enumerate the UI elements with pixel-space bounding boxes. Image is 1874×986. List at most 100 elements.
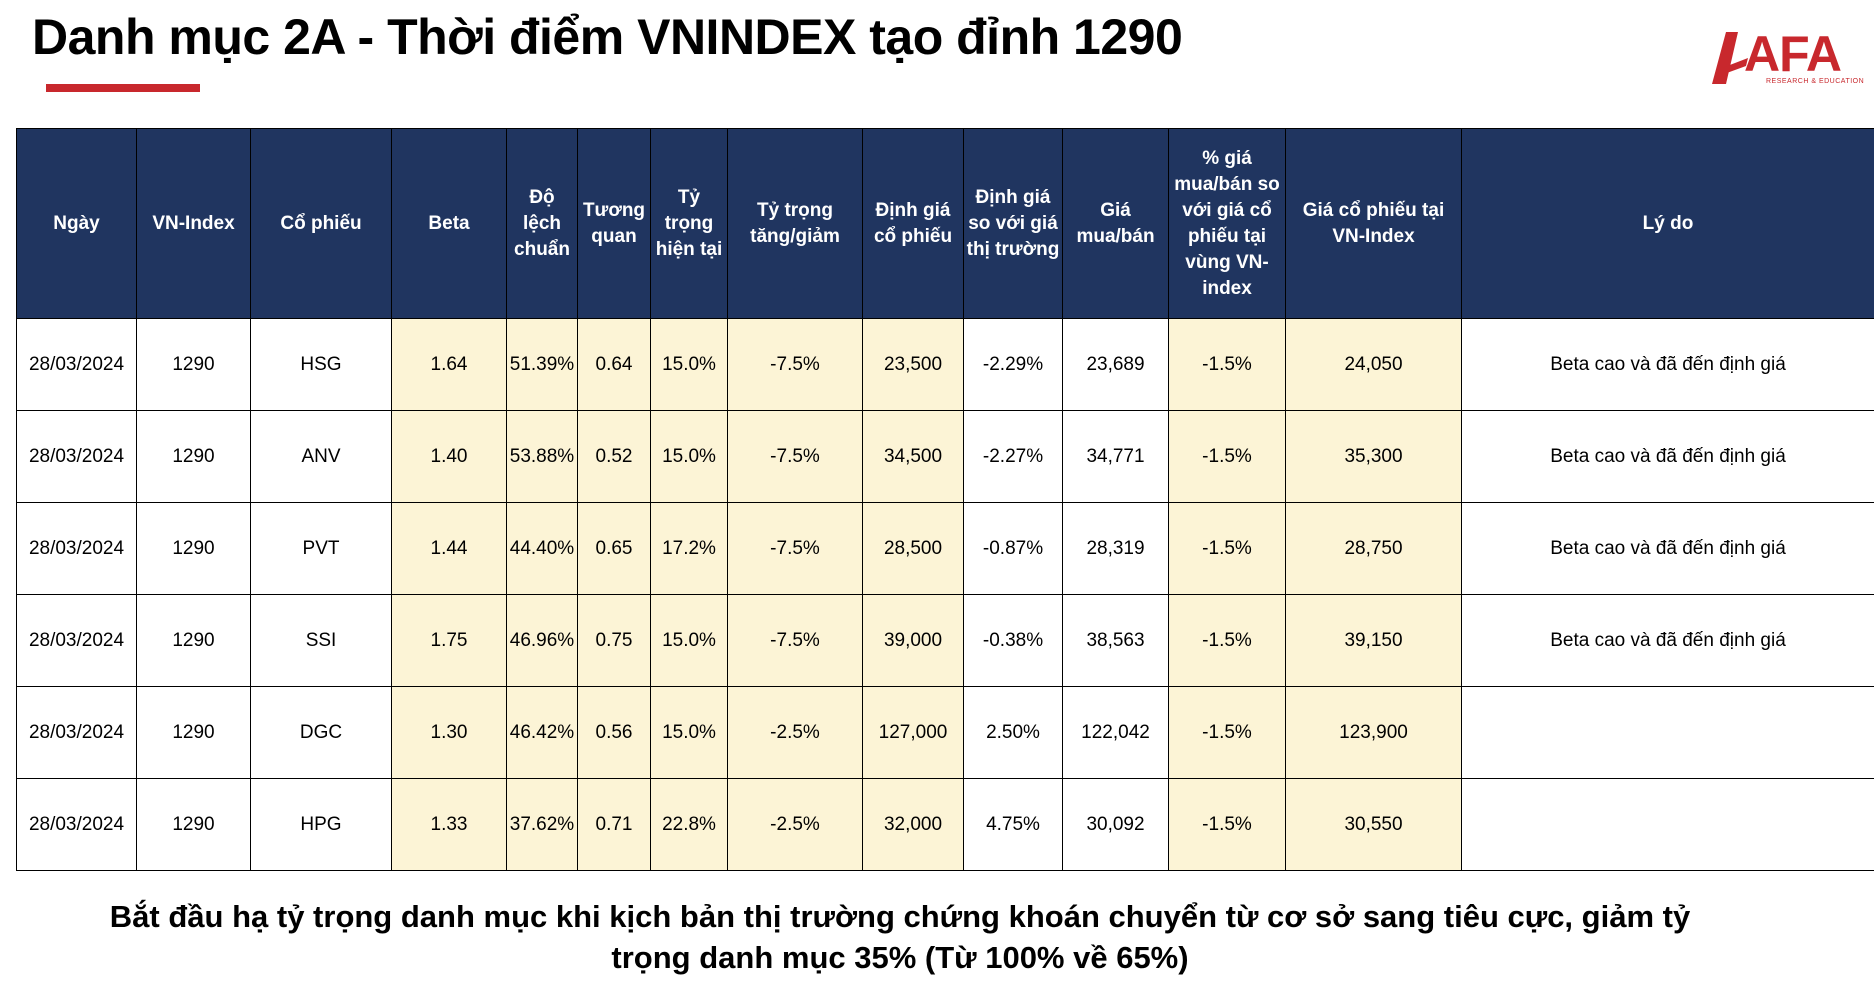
table-cell: 30,092 bbox=[1062, 778, 1169, 871]
table-row: 28/03/2024 1290 PVT 1.44 44.40% 0.65 17.2% -7.5… bbox=[16, 502, 1874, 595]
column-header: Giá mua/bán bbox=[1062, 128, 1169, 319]
table-cell: -1.5% bbox=[1168, 318, 1286, 411]
column-header: Beta bbox=[391, 128, 507, 319]
table-cell: 23,689 bbox=[1062, 318, 1169, 411]
table-cell: 35,300 bbox=[1285, 410, 1462, 503]
column-header: Định giá cổ phiếu bbox=[862, 128, 964, 319]
table-cell: -2.27% bbox=[963, 410, 1063, 503]
column-header: Lý do bbox=[1461, 128, 1874, 319]
table-cell: SSI bbox=[250, 594, 392, 687]
table-cell: 53.88% bbox=[506, 410, 578, 503]
table-cell: 0.52 bbox=[577, 410, 651, 503]
table-cell: 1.44 bbox=[391, 502, 507, 595]
afa-logo-mark-icon bbox=[1712, 32, 1748, 84]
table-cell: 1.75 bbox=[391, 594, 507, 687]
table-cell: 28/03/2024 bbox=[16, 778, 137, 871]
table-cell: 24,050 bbox=[1285, 318, 1462, 411]
column-header: Ngày bbox=[16, 128, 137, 319]
table-cell: -0.87% bbox=[963, 502, 1063, 595]
table-cell: -1.5% bbox=[1168, 594, 1286, 687]
table-cell: 44.40% bbox=[506, 502, 578, 595]
logo-text: AFA bbox=[1744, 26, 1842, 82]
table-cell: 1.30 bbox=[391, 686, 507, 779]
table-cell: 1.33 bbox=[391, 778, 507, 871]
table-cell: 1.64 bbox=[391, 318, 507, 411]
column-header: Độ lệch chuẩn bbox=[506, 128, 578, 319]
table-cell: 17.2% bbox=[650, 502, 728, 595]
table-cell: -7.5% bbox=[727, 594, 863, 687]
column-header: Tỷ trọng tăng/giảm bbox=[727, 128, 863, 319]
column-header: Cổ phiếu bbox=[250, 128, 392, 319]
title-underline bbox=[46, 84, 200, 92]
table-cell: 32,000 bbox=[862, 778, 964, 871]
table-cell: ANV bbox=[250, 410, 392, 503]
table-cell: -7.5% bbox=[727, 410, 863, 503]
table-cell: 46.96% bbox=[506, 594, 578, 687]
table-cell: Beta cao và đã đến định giá bbox=[1461, 318, 1874, 411]
table-cell: -0.38% bbox=[963, 594, 1063, 687]
table-cell: 1290 bbox=[136, 686, 251, 779]
table-cell: 1290 bbox=[136, 778, 251, 871]
table-cell: 1290 bbox=[136, 502, 251, 595]
logo-subtext: RESEARCH & EDUCATION bbox=[1766, 78, 1865, 85]
table-row: 28/03/2024 1290 HPG 1.33 37.62% 0.71 22.8% -2.5… bbox=[16, 778, 1874, 871]
table-row: 28/03/2024 1290 ANV 1.40 53.88% 0.52 15.0% -7.5… bbox=[16, 410, 1874, 503]
table-cell: 1290 bbox=[136, 318, 251, 411]
table-cell: Beta cao và đã đến định giá bbox=[1461, 502, 1874, 595]
table-cell: -7.5% bbox=[727, 502, 863, 595]
table-cell: 0.65 bbox=[577, 502, 651, 595]
table-cell: 38,563 bbox=[1062, 594, 1169, 687]
table-cell: 28/03/2024 bbox=[16, 318, 137, 411]
table-cell: 28/03/2024 bbox=[16, 502, 137, 595]
table-cell: 1.40 bbox=[391, 410, 507, 503]
table-cell: 51.39% bbox=[506, 318, 578, 411]
afa-logo: AFA RESEARCH & EDUCATION bbox=[1708, 24, 1865, 90]
table-cell: 28,319 bbox=[1062, 502, 1169, 595]
column-header: Định giá so với giá thị trường bbox=[963, 128, 1063, 319]
table-cell: 15.0% bbox=[650, 594, 728, 687]
table-cell: 0.75 bbox=[577, 594, 651, 687]
table-cell: PVT bbox=[250, 502, 392, 595]
table-cell: -1.5% bbox=[1168, 778, 1286, 871]
table-cell: 123,900 bbox=[1285, 686, 1462, 779]
table-cell: 30,550 bbox=[1285, 778, 1462, 871]
table-cell: 28/03/2024 bbox=[16, 686, 137, 779]
table-cell: HSG bbox=[250, 318, 392, 411]
table-row: 28/03/2024 1290 DGC 1.30 46.42% 0.56 15.0% -2.5… bbox=[16, 686, 1874, 779]
table-cell: 2.50% bbox=[963, 686, 1063, 779]
column-header: Tương quan bbox=[577, 128, 651, 319]
table-cell: 1290 bbox=[136, 594, 251, 687]
table-cell: -1.5% bbox=[1168, 410, 1286, 503]
column-header: Giá cổ phiếu tại VN-Index bbox=[1285, 128, 1462, 319]
table-cell: 1290 bbox=[136, 410, 251, 503]
table-cell: 122,042 bbox=[1062, 686, 1169, 779]
page-title: Danh mục 2A - Thời điểm VNINDEX tạo đỉnh… bbox=[32, 9, 1183, 65]
table-cell: 15.0% bbox=[650, 686, 728, 779]
table-cell: Beta cao và đã đến định giá bbox=[1461, 594, 1874, 687]
table-cell: 34,771 bbox=[1062, 410, 1169, 503]
portfolio-table: Ngày VN-Index Cổ phiếu Beta Độ lệch chuẩn Tươ… bbox=[16, 128, 1874, 871]
table-cell: 15.0% bbox=[650, 410, 728, 503]
table-cell: 0.56 bbox=[577, 686, 651, 779]
table-cell: 127,000 bbox=[862, 686, 964, 779]
table-cell: -1.5% bbox=[1168, 502, 1286, 595]
table-cell: 4.75% bbox=[963, 778, 1063, 871]
table-cell: 28/03/2024 bbox=[16, 594, 137, 687]
table-cell: Beta cao và đã đến định giá bbox=[1461, 410, 1874, 503]
table-cell: -2.5% bbox=[727, 778, 863, 871]
table-cell: -2.5% bbox=[727, 686, 863, 779]
table-cell: 39,000 bbox=[862, 594, 964, 687]
table-cell: 28/03/2024 bbox=[16, 410, 137, 503]
table-cell: -2.29% bbox=[963, 318, 1063, 411]
table-cell: 0.64 bbox=[577, 318, 651, 411]
table-cell: -1.5% bbox=[1168, 686, 1286, 779]
table-cell: 22.8% bbox=[650, 778, 728, 871]
table-cell: HPG bbox=[250, 778, 392, 871]
table-row: 28/03/2024 1290 HSG 1.64 51.39% 0.64 15.0% -7.5… bbox=[16, 318, 1874, 411]
table-body: 28/03/2024 1290 HSG 1.64 51.39% 0.64 15.0% -7.5… bbox=[16, 318, 1874, 871]
table-row: 28/03/2024 1290 SSI 1.75 46.96% 0.75 15.0% -7.5… bbox=[16, 594, 1874, 687]
table-cell: 23,500 bbox=[862, 318, 964, 411]
table-header-row: Ngày VN-Index Cổ phiếu Beta Độ lệch chuẩn Tươ… bbox=[16, 128, 1874, 319]
table-cell: 15.0% bbox=[650, 318, 728, 411]
column-header: % giá mua/bán so với giá cổ phiếu tại vù… bbox=[1168, 128, 1286, 319]
